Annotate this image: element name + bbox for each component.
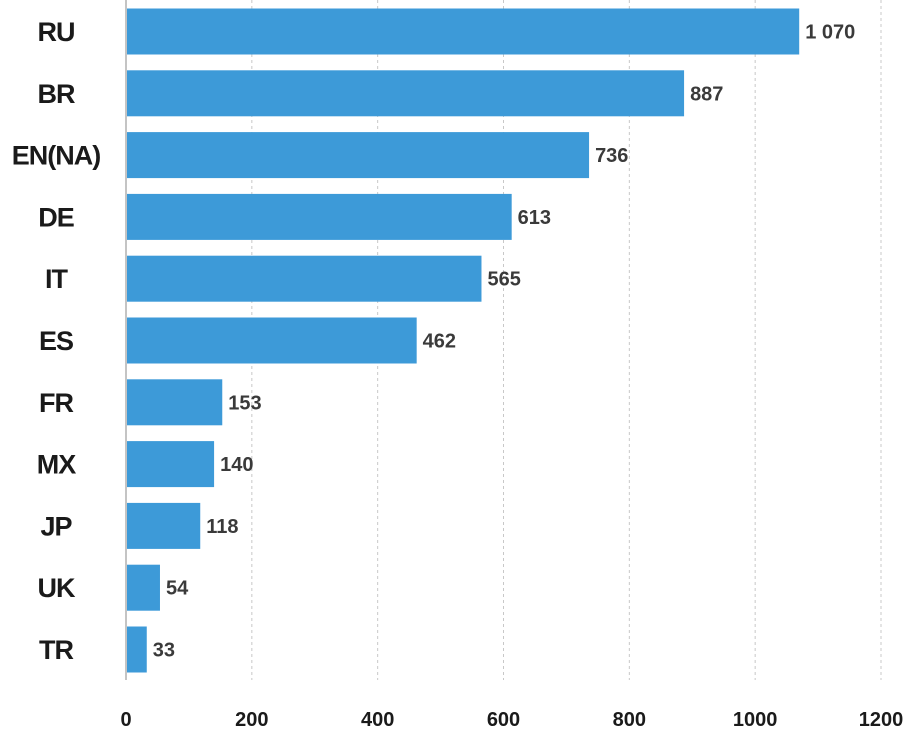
- value-label: 565: [487, 269, 520, 291]
- bar-ru: [127, 8, 800, 55]
- value-label: 140: [220, 454, 253, 476]
- value-label: 153: [228, 392, 261, 414]
- x-tick-label: 200: [235, 709, 268, 731]
- category-labels: RU BR EN(NA) DE IT ES FR MX JP UK TR: [12, 17, 102, 665]
- x-tick-label: 1200: [859, 709, 904, 731]
- category-label: DE: [38, 202, 74, 232]
- x-axis-ticks: 0 200 400 600 800 1000 1200: [120, 709, 903, 731]
- bar-tr: [127, 626, 147, 673]
- value-label: 462: [423, 331, 456, 353]
- bars-layer: [127, 8, 800, 673]
- x-tick-label: 400: [361, 709, 394, 731]
- value-label: 736: [595, 145, 628, 167]
- x-tick-label: 800: [613, 709, 646, 731]
- bar-jp: [127, 502, 201, 549]
- value-label: 118: [206, 516, 238, 538]
- category-label: UK: [38, 573, 76, 603]
- category-label: JP: [40, 511, 72, 541]
- category-label: FR: [39, 388, 73, 418]
- value-label: 33: [153, 640, 175, 662]
- category-label: RU: [38, 17, 75, 47]
- category-label: EN(NA): [12, 141, 101, 171]
- x-tick-label: 0: [120, 709, 131, 731]
- grid-layer: [125, 0, 882, 680]
- bar-br: [127, 70, 685, 117]
- category-label: ES: [39, 326, 73, 356]
- bar-es: [127, 317, 417, 364]
- bar-it: [127, 255, 482, 302]
- bar-uk: [127, 564, 160, 611]
- value-label: 887: [690, 83, 723, 105]
- bar-de: [127, 193, 512, 240]
- bar-enna: [127, 132, 590, 179]
- value-label: 613: [518, 207, 551, 229]
- category-label: MX: [37, 450, 76, 480]
- category-label: IT: [45, 264, 69, 294]
- value-labels: 1 070 887 736 613 565 462 153 140 118 54 33: [153, 22, 856, 662]
- value-label: 1 070: [805, 22, 855, 44]
- value-label: 54: [166, 578, 189, 600]
- x-tick-label: 600: [487, 709, 520, 731]
- category-label: TR: [39, 635, 73, 665]
- bar-fr: [127, 379, 223, 426]
- bar-mx: [127, 441, 215, 488]
- x-tick-label: 1000: [733, 709, 778, 731]
- category-label: BR: [38, 79, 75, 109]
